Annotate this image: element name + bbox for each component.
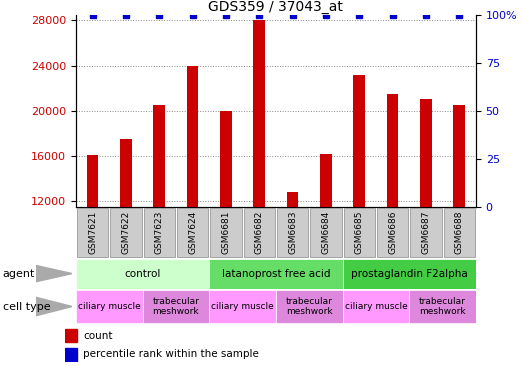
FancyBboxPatch shape — [277, 208, 308, 257]
Text: GSM6686: GSM6686 — [388, 211, 397, 254]
Bar — [65, 348, 77, 361]
Text: count: count — [83, 330, 113, 341]
Bar — [65, 329, 77, 342]
Text: prostaglandin F2alpha: prostaglandin F2alpha — [351, 269, 468, 279]
FancyBboxPatch shape — [143, 208, 175, 257]
Text: ciliary muscle: ciliary muscle — [78, 302, 141, 311]
FancyBboxPatch shape — [410, 208, 441, 257]
FancyBboxPatch shape — [444, 208, 475, 257]
Text: percentile rank within the sample: percentile rank within the sample — [83, 349, 259, 359]
Text: GSM6685: GSM6685 — [355, 211, 363, 254]
Bar — [420, 100, 432, 337]
FancyBboxPatch shape — [177, 208, 208, 257]
Bar — [320, 154, 332, 337]
Text: GSM6681: GSM6681 — [221, 211, 230, 254]
Text: GSM6682: GSM6682 — [255, 211, 264, 254]
FancyBboxPatch shape — [76, 259, 209, 288]
FancyBboxPatch shape — [276, 290, 343, 323]
FancyBboxPatch shape — [77, 208, 108, 257]
Polygon shape — [36, 297, 72, 316]
FancyBboxPatch shape — [209, 259, 343, 288]
Bar — [453, 105, 465, 337]
Text: GSM6684: GSM6684 — [322, 211, 331, 254]
Bar — [120, 139, 132, 337]
FancyBboxPatch shape — [209, 290, 276, 323]
Text: cell type: cell type — [3, 302, 50, 311]
Text: GSM7624: GSM7624 — [188, 211, 197, 254]
FancyBboxPatch shape — [343, 259, 476, 288]
FancyBboxPatch shape — [142, 290, 209, 323]
FancyBboxPatch shape — [210, 208, 242, 257]
Polygon shape — [36, 265, 72, 282]
Text: latanoprost free acid: latanoprost free acid — [222, 269, 330, 279]
Text: GSM6687: GSM6687 — [422, 211, 430, 254]
Bar — [386, 94, 399, 337]
FancyBboxPatch shape — [409, 290, 476, 323]
Bar — [253, 20, 265, 337]
FancyBboxPatch shape — [110, 208, 142, 257]
Text: trabecular
meshwork: trabecular meshwork — [419, 297, 466, 316]
Text: GSM6683: GSM6683 — [288, 211, 297, 254]
FancyBboxPatch shape — [377, 208, 408, 257]
Bar — [220, 111, 232, 337]
Bar — [153, 105, 165, 337]
Bar — [187, 66, 198, 337]
FancyBboxPatch shape — [244, 208, 275, 257]
Text: GSM7623: GSM7623 — [155, 211, 164, 254]
Text: ciliary muscle: ciliary muscle — [345, 302, 407, 311]
Bar — [87, 155, 98, 337]
Text: trabecular
meshwork: trabecular meshwork — [286, 297, 333, 316]
FancyBboxPatch shape — [344, 208, 375, 257]
Text: agent: agent — [3, 269, 35, 279]
FancyBboxPatch shape — [76, 290, 142, 323]
FancyBboxPatch shape — [343, 290, 409, 323]
Bar — [287, 192, 299, 337]
Text: control: control — [124, 269, 161, 279]
Text: trabecular
meshwork: trabecular meshwork — [152, 297, 199, 316]
Title: GDS359 / 37043_at: GDS359 / 37043_at — [209, 0, 343, 14]
Text: GSM7621: GSM7621 — [88, 211, 97, 254]
Bar — [354, 75, 365, 337]
Text: ciliary muscle: ciliary muscle — [211, 302, 274, 311]
FancyBboxPatch shape — [310, 208, 342, 257]
Text: GSM6688: GSM6688 — [455, 211, 464, 254]
Text: GSM7622: GSM7622 — [121, 211, 130, 254]
